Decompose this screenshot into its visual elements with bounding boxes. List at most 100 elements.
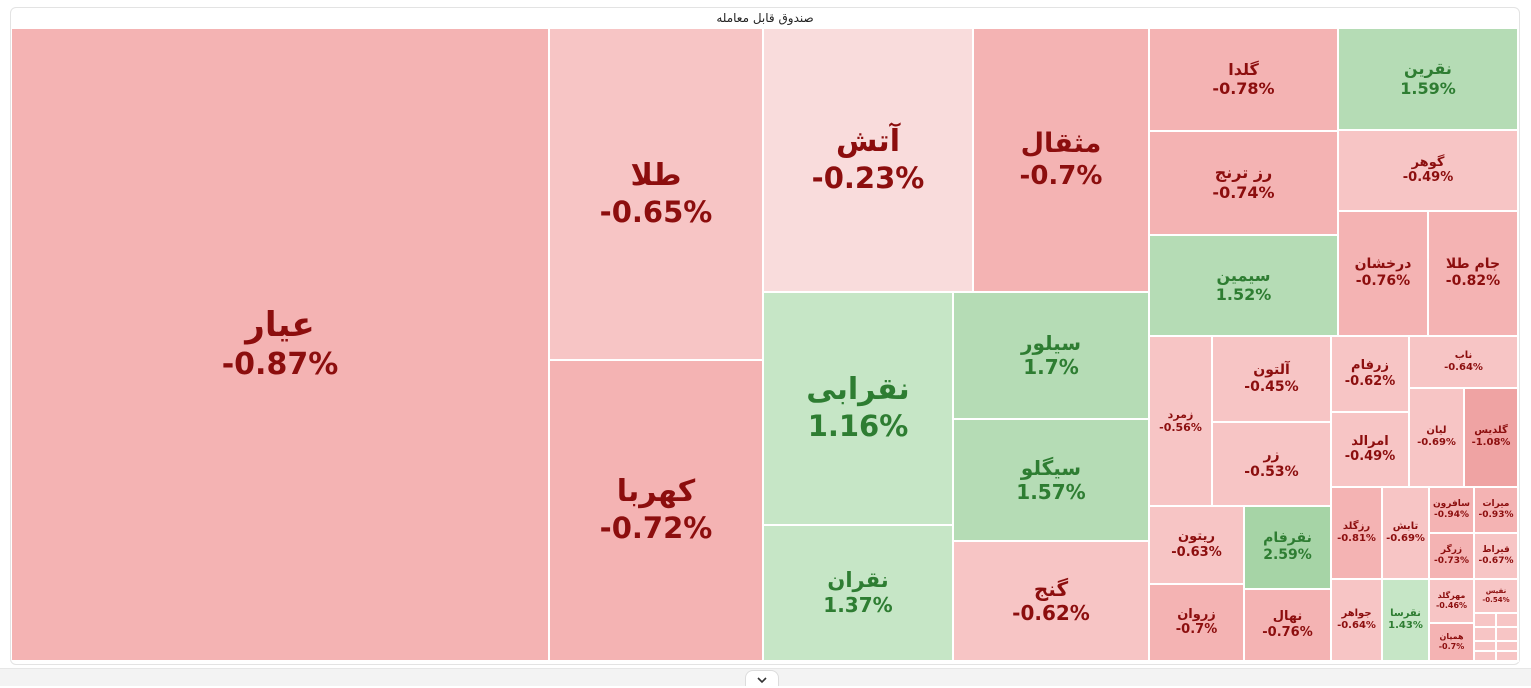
tile-change: -0.64% (1337, 619, 1376, 631)
tile-name: نفیس (1485, 587, 1507, 596)
tile-change: -0.78% (1212, 79, 1275, 99)
tile-change: 1.43% (1388, 619, 1423, 631)
tile-name: نقران (827, 567, 889, 592)
tile-name: کهربا (616, 474, 696, 510)
tile-change: 1.59% (1400, 78, 1456, 98)
tile-change: -0.54% (1482, 595, 1510, 604)
treemap-tile-small[interactable] (1497, 642, 1519, 652)
tile-name: آتش (836, 123, 900, 159)
treemap-tile[interactable]: نقرسا 1.43% (1383, 580, 1430, 662)
treemap-tile[interactable]: نقران 1.37% (764, 526, 954, 662)
tile-change: -0.49% (1402, 170, 1454, 186)
treemap-tile[interactable]: کهربا -0.72% (550, 361, 764, 662)
treemap-tile[interactable]: سافرون -0.94% (1430, 488, 1475, 534)
treemap-tile-small[interactable] (1475, 652, 1497, 662)
tile-name: طلا (630, 157, 682, 193)
treemap-tile[interactable]: عیار -0.87% (12, 29, 550, 662)
treemap-tile[interactable]: زرفام -0.62% (1332, 337, 1410, 413)
tile-name: نقرفام (1263, 530, 1312, 547)
treemap-tile-small[interactable] (1475, 614, 1497, 628)
expand-button[interactable] (745, 670, 779, 686)
treemap-tile[interactable]: گلدا -0.78% (1150, 29, 1339, 132)
tile-name: جواهر (1341, 607, 1372, 619)
tile-change: -0.65% (599, 194, 713, 229)
treemap-tile[interactable]: زر -0.53% (1213, 423, 1332, 507)
tile-name: ناب (1454, 349, 1473, 361)
tile-change: -0.7% (1175, 622, 1218, 638)
tile-change: -0.76% (1355, 273, 1411, 290)
tile-change: -0.82% (1445, 273, 1501, 290)
treemap-tile[interactable]: تابش -0.69% (1383, 488, 1430, 580)
treemap-tile[interactable]: جام طلا -0.82% (1429, 212, 1519, 337)
tile-change: -0.94% (1434, 509, 1469, 520)
tile-change: -0.93% (1478, 509, 1514, 520)
treemap-tile[interactable]: میرات -0.93% (1475, 488, 1519, 534)
treemap-tile[interactable]: لیان -0.69% (1410, 389, 1465, 488)
treemap-tile[interactable]: آتش -0.23% (764, 29, 974, 293)
tile-name: زرفام (1351, 358, 1389, 374)
tile-name: عیار (245, 305, 315, 346)
tile-name: زرگر (1440, 544, 1463, 555)
tile-change: 1.57% (1016, 479, 1086, 504)
treemap-tile[interactable]: جواهر -0.64% (1332, 580, 1383, 662)
treemap-tile[interactable]: نقرابی 1.16% (764, 293, 954, 526)
treemap-tile[interactable]: نقرین 1.59% (1339, 29, 1519, 131)
treemap-tile[interactable]: مثقال -0.7% (974, 29, 1150, 293)
tile-change: 1.16% (807, 409, 909, 444)
tile-name: تابش (1392, 520, 1419, 532)
tile-change: -0.74% (1212, 182, 1275, 202)
tile-change: -0.46% (1435, 600, 1468, 610)
treemap-tile[interactable]: گوهر -0.49% (1339, 131, 1519, 212)
treemap-tile-small[interactable] (1497, 628, 1519, 642)
treemap-tile-small[interactable] (1497, 614, 1519, 628)
treemap-tile-small[interactable] (1475, 642, 1497, 652)
tile-name: رزگلد (1342, 520, 1371, 532)
treemap-tile[interactable]: درخشان -0.76% (1339, 212, 1429, 337)
treemap-tile[interactable]: گنج -0.62% (954, 542, 1150, 662)
tile-name: سیمین (1216, 265, 1271, 285)
tile-name: رز ترنج (1214, 163, 1273, 183)
tile-name: نهال (1272, 609, 1303, 625)
tile-name: امرالد (1351, 433, 1389, 449)
tile-name: میرات (1482, 498, 1510, 509)
tile-name: نقرسا (1390, 607, 1421, 619)
treemap-tile[interactable]: رز ترنج -0.74% (1150, 132, 1339, 236)
treemap-tile[interactable]: نهال -0.76% (1245, 590, 1332, 662)
treemap-tile[interactable]: زمرد -0.56% (1150, 337, 1213, 507)
tile-change: -0.45% (1244, 378, 1299, 395)
treemap-tile[interactable]: رزگلد -0.81% (1332, 488, 1383, 580)
treemap-tile[interactable]: نقرفام 2.59% (1245, 507, 1332, 590)
tile-change: -0.76% (1262, 624, 1313, 640)
tile-name: گنج (1033, 576, 1069, 601)
treemap-tile[interactable]: زرگر -0.73% (1430, 534, 1475, 580)
treemap-tile[interactable]: ریتون -0.63% (1150, 507, 1245, 585)
tile-change: -0.67% (1478, 555, 1514, 566)
treemap-tile[interactable]: همیان -0.7% (1430, 624, 1475, 662)
tile-name: نقرابی (806, 372, 910, 408)
tile-name: گلدا (1228, 59, 1259, 79)
tile-name: آلتون (1253, 361, 1290, 378)
treemap-tile[interactable]: ناب -0.64% (1410, 337, 1519, 389)
treemap-tile[interactable]: سیلور 1.7% (954, 293, 1150, 420)
tile-name: همیان (1439, 632, 1464, 642)
treemap-tile[interactable]: آلتون -0.45% (1213, 337, 1332, 423)
treemap-tile[interactable]: قیراط -0.67% (1475, 534, 1519, 580)
treemap-tile[interactable]: گلدیس -1.08% (1465, 389, 1519, 488)
treemap-tile[interactable]: زروان -0.7% (1150, 585, 1245, 662)
tile-change: -0.62% (1012, 600, 1090, 625)
treemap-tile[interactable]: سیگلو 1.57% (954, 420, 1150, 542)
treemap-tile-small[interactable] (1497, 652, 1519, 662)
tile-name: سیلور (1020, 331, 1082, 355)
tile-change: -0.73% (1434, 555, 1469, 566)
treemap-tile[interactable]: طلا -0.65% (550, 29, 764, 361)
tile-name: لیان (1426, 425, 1447, 437)
tile-name: زروان (1177, 606, 1216, 622)
treemap-tile[interactable]: نفیس -0.54% (1475, 580, 1519, 614)
treemap-tile[interactable]: مهرگلد -0.46% (1430, 580, 1475, 624)
tile-name: ریتون (1178, 529, 1215, 545)
treemap-tile[interactable]: امرالد -0.49% (1332, 413, 1410, 488)
tile-change: -0.69% (1417, 437, 1456, 449)
treemap-tile[interactable]: سیمین 1.52% (1150, 236, 1339, 337)
treemap-tile-small[interactable] (1475, 628, 1497, 642)
